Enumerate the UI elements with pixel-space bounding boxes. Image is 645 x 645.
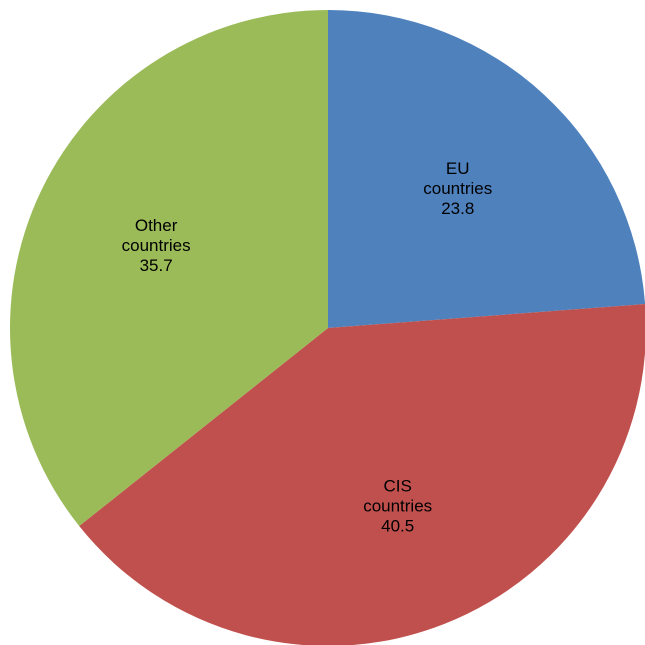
pie-label-name-other: Other bbox=[135, 216, 178, 235]
pie-label-name-eu: EU bbox=[446, 159, 470, 178]
pie-slice-eu bbox=[328, 10, 645, 328]
pie-label-name-line2-cis: countries bbox=[363, 497, 432, 516]
pie-slice-other bbox=[10, 10, 329, 527]
pie-slices bbox=[10, 10, 645, 645]
pie-slice-cis bbox=[79, 304, 645, 645]
pie-label-value-cis: 40.5 bbox=[381, 517, 414, 536]
pie-label-name-line2-other: countries bbox=[122, 236, 191, 255]
pie-label-value-other: 35.7 bbox=[140, 256, 173, 275]
pie-labels: EUcountries23.8CIScountries40.5Othercoun… bbox=[122, 159, 493, 536]
pie-label-name-line2-eu: countries bbox=[423, 179, 492, 198]
pie-label-value-eu: 23.8 bbox=[441, 199, 474, 218]
pie-label-name-cis: CIS bbox=[384, 477, 412, 496]
